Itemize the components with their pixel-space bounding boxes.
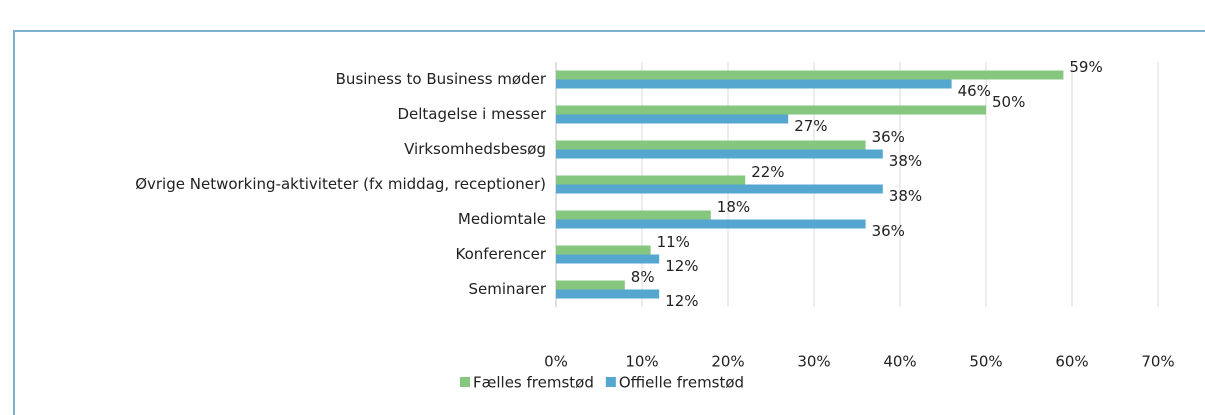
data-label: 38% bbox=[889, 152, 922, 170]
data-label: 8% bbox=[631, 268, 655, 286]
x-tick-label: 70% bbox=[1141, 353, 1174, 371]
category-label: Virksomhedsbesøg bbox=[404, 140, 546, 158]
data-label: 46% bbox=[958, 82, 991, 100]
bar bbox=[556, 280, 625, 290]
data-label: 12% bbox=[665, 257, 698, 275]
data-label: 27% bbox=[794, 117, 827, 135]
bar bbox=[556, 289, 660, 299]
bar bbox=[556, 70, 1064, 80]
category-label: Mediomtale bbox=[458, 210, 546, 228]
data-label: 36% bbox=[872, 128, 905, 146]
x-tick-label: 0% bbox=[544, 353, 568, 371]
frame bbox=[13, 30, 1205, 415]
category-label: Konferencer bbox=[456, 245, 547, 263]
data-label: 38% bbox=[889, 187, 922, 205]
bar bbox=[556, 210, 711, 220]
data-label: 11% bbox=[657, 233, 690, 251]
bar bbox=[556, 140, 866, 150]
bar bbox=[556, 149, 883, 159]
bar bbox=[556, 175, 746, 185]
data-label: 50% bbox=[992, 93, 1025, 111]
category-label: Seminarer bbox=[469, 280, 547, 298]
legend-label: Offielle fremstød bbox=[619, 374, 744, 392]
data-label: 12% bbox=[665, 292, 698, 310]
x-tick-label: 30% bbox=[797, 353, 830, 371]
x-tick-label: 50% bbox=[969, 353, 1002, 371]
x-tick-label: 20% bbox=[711, 353, 744, 371]
bar bbox=[556, 254, 660, 264]
x-tick-label: 60% bbox=[1055, 353, 1088, 371]
data-label: 22% bbox=[751, 163, 784, 181]
x-tick-label: 40% bbox=[883, 353, 916, 371]
category-label: Deltagelse i messer bbox=[397, 105, 546, 123]
bar bbox=[556, 184, 883, 194]
data-label: 36% bbox=[872, 222, 905, 240]
category-label: Øvrige Networking-aktiviteter (fx middag… bbox=[135, 175, 546, 193]
data-label: 18% bbox=[717, 198, 750, 216]
legend-swatch bbox=[605, 377, 616, 387]
legend-swatch bbox=[460, 377, 470, 387]
bar bbox=[556, 245, 651, 255]
category-label: Business to Business møder bbox=[336, 70, 547, 88]
bar bbox=[556, 219, 866, 229]
legend-label: Fælles fremstød bbox=[473, 374, 594, 392]
data-label: 59% bbox=[1069, 58, 1102, 76]
x-tick-label: 10% bbox=[625, 353, 658, 371]
bar bbox=[556, 114, 789, 124]
bar bbox=[556, 79, 952, 89]
bar bbox=[556, 105, 986, 115]
